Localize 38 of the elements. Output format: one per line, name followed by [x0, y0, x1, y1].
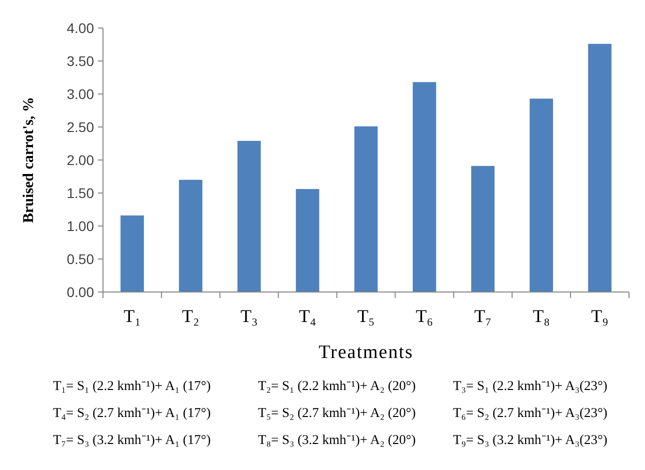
y-tick-label: 2.00 — [66, 152, 94, 168]
bar — [588, 44, 612, 292]
y-tick-label: 3.50 — [66, 52, 94, 69]
bar — [530, 98, 554, 292]
bar — [412, 82, 436, 292]
x-tick-label: T₅ — [357, 306, 375, 326]
x-tick-label: T₃ — [240, 306, 258, 326]
x-tick-label: T₉ — [591, 306, 608, 326]
y-tick-label: 0.50 — [66, 250, 94, 267]
text: T₉= S₃ (3.2 kmh⁻¹)+ A₃(23°) — [453, 432, 608, 447]
text: T₂= S₁ (2.2 kmh⁻¹)+ A₂ (20°) — [258, 378, 416, 393]
bar — [354, 126, 378, 292]
y-tick-label: 1.50 — [66, 184, 94, 201]
text: T₇= S₃ (3.2 kmh⁻¹)+ A₁ (17°) — [53, 432, 211, 447]
y-tick-label: 3.00 — [66, 86, 94, 102]
text: T₆= S₂ (2.7 kmh⁻¹)+ A₃(23°) — [453, 405, 608, 420]
text: T₅= S₂ (2.7 kmh⁻¹)+ A₂ (20°) — [258, 405, 416, 420]
text: T₈= S₃ (3.2 kmh⁻¹)+ A₂ (20°) — [258, 432, 416, 447]
text: T₄= S₂ (2.7 kmh⁻¹)+ A₁ (17°) — [53, 405, 211, 420]
bar — [471, 166, 495, 292]
x-axis-title: Treatments — [318, 342, 414, 363]
bar — [296, 189, 320, 292]
x-tick-label: T₁ — [124, 306, 141, 326]
y-tick-label: 1.00 — [66, 218, 94, 234]
x-tick-label: T₇ — [474, 306, 492, 326]
y-tick-label: 2.50 — [66, 118, 94, 135]
text: T₁= S₁ (2.2 kmh⁻¹)+ A₁ (17°) — [53, 378, 211, 393]
x-tick-label: T₂ — [182, 306, 200, 326]
bar — [120, 215, 144, 292]
bar — [237, 140, 261, 292]
y-tick-label: 0.00 — [66, 284, 94, 300]
bar — [178, 180, 202, 292]
x-tick-label: T₈ — [532, 306, 550, 326]
x-tick-label: T₆ — [416, 306, 434, 326]
text: T₃= S₁ (2.2 kmh⁻¹)+ A₃(23°) — [453, 378, 608, 393]
y-tick-label: 4.00 — [66, 20, 94, 36]
x-tick-label: T₄ — [298, 306, 316, 326]
y-axis-title: Bruised carrot's, % — [21, 97, 37, 223]
